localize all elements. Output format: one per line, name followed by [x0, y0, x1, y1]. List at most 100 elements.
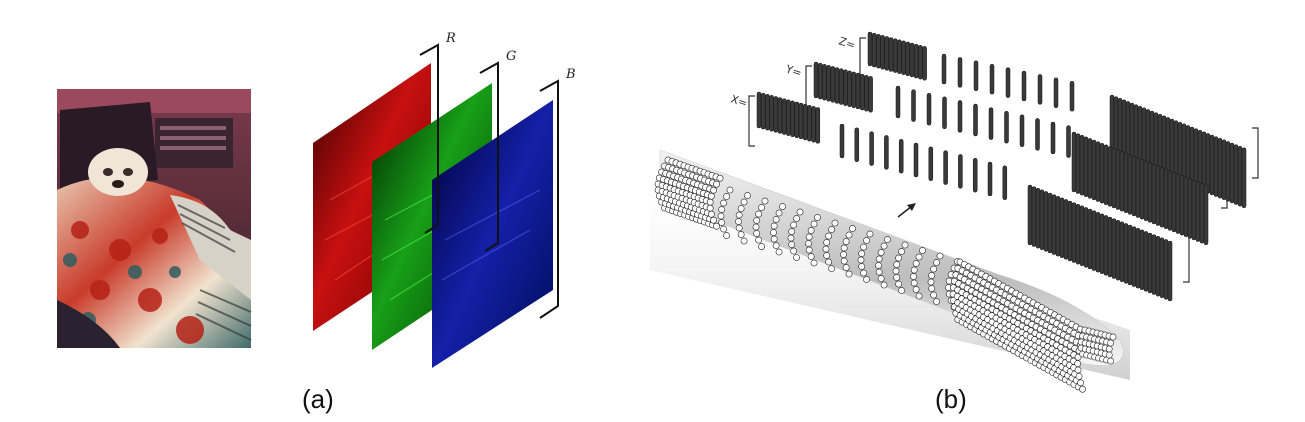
matrix-columns: [756, 31, 1247, 302]
g-bracket: [479, 61, 499, 252]
matrix-column: [1159, 166, 1165, 228]
matrix-column: [1035, 118, 1040, 151]
matrix-column: [1079, 205, 1085, 267]
matrix-column: [1179, 174, 1185, 236]
matrix-column: [1193, 128, 1199, 189]
matrix-column: [1141, 107, 1147, 169]
matrix-column: [973, 103, 978, 137]
matrix-column: [1113, 96, 1119, 157]
matrix-column: [1127, 154, 1133, 215]
tube-ring-column: [857, 230, 874, 283]
matrix-column: [913, 43, 919, 79]
matrix-column: [1050, 121, 1056, 155]
matrix-column: [1111, 147, 1117, 209]
matrix-column: [1021, 70, 1027, 102]
matrix-column: [1233, 144, 1239, 205]
matrix-column: [1083, 136, 1089, 198]
tube-ring-column: [706, 174, 724, 230]
matrix-column: [1127, 224, 1133, 286]
y-matrix-label: Y=: [783, 62, 803, 80]
matrix-column: [1163, 239, 1169, 300]
matrix-column: [1031, 186, 1037, 247]
matrix-column: [1027, 184, 1033, 246]
matrix-column: [765, 93, 770, 131]
channel-label-g: G: [506, 49, 516, 64]
matrix-column: [1199, 182, 1205, 244]
matrix-column: [1229, 142, 1235, 204]
matrix-column: [1091, 139, 1097, 201]
matrix-column: [773, 96, 779, 133]
matrix-column: [769, 95, 774, 132]
matrix-column: [1119, 221, 1125, 283]
matrix-column: [988, 107, 994, 140]
direction-arrow: [897, 203, 916, 218]
matrix-column: [1071, 202, 1077, 263]
matrix-column: [897, 39, 902, 74]
matrix-column: [839, 123, 845, 159]
matrix-column: [1091, 210, 1097, 271]
matrix-column: [1079, 134, 1085, 196]
matrix-column: [1135, 157, 1141, 218]
matrix-column: [794, 101, 800, 139]
matrix-column: [1043, 191, 1049, 252]
matrix-column: [1087, 208, 1093, 270]
matrix-column: [813, 61, 819, 99]
matrix-column: [1075, 203, 1081, 265]
matrix-column: [1095, 141, 1101, 202]
tube-ring-columns: [654, 156, 1117, 393]
matrix-column: [1047, 192, 1053, 254]
tube-ring-column: [892, 241, 909, 294]
matrix-column: [957, 57, 963, 88]
matrix-column: [855, 72, 861, 110]
matrix-column: [1203, 184, 1209, 246]
matrix-column: [1167, 170, 1173, 231]
matrix-column: [1217, 137, 1223, 199]
matrix-column: [1123, 152, 1129, 214]
matrix-column: [807, 104, 812, 142]
matrix-column: [1195, 181, 1201, 242]
matrix-column: [957, 100, 963, 133]
matrix-column: [1177, 121, 1183, 183]
matrix-column: [892, 38, 898, 73]
matrix-column: [1131, 155, 1137, 217]
x-matrix-right-bracket: [1183, 231, 1190, 283]
matrix-column: [901, 40, 906, 76]
matrix-column: [1069, 80, 1075, 112]
matrix-column: [790, 100, 795, 138]
matrix-column: [1083, 207, 1089, 268]
matrix-column: [1071, 131, 1077, 193]
r-bracket: [419, 43, 439, 234]
blue-channel-plane: [432, 100, 553, 368]
tube-ring-column: [717, 186, 734, 239]
matrix-column: [1004, 110, 1009, 144]
tube-ring-column: [735, 192, 751, 245]
matrix-column: [1095, 211, 1101, 273]
matrix-column: [871, 32, 877, 68]
matrix-column: [1181, 123, 1187, 185]
matrix-column: [1147, 162, 1153, 223]
matrix-column: [1087, 138, 1093, 199]
matrix-column: [1189, 126, 1195, 188]
caption-b: (b): [935, 384, 967, 414]
matrix-column: [1123, 223, 1129, 284]
tube-ring-column: [1014, 294, 1028, 359]
tube-ring-column: [1089, 329, 1101, 361]
matrix-column: [859, 73, 865, 111]
matrix-column: [1161, 115, 1167, 177]
matrix-column: [1002, 165, 1008, 201]
matrix-column: [1055, 195, 1061, 257]
matrix-column: [1151, 234, 1157, 295]
matrix-column: [1209, 134, 1215, 196]
matrix-column: [756, 91, 762, 129]
matrix-column: [1205, 133, 1211, 194]
tube-ring-column: [975, 272, 990, 338]
x-matrix-label: X=: [729, 92, 749, 110]
tube-ring-column: [875, 236, 891, 289]
tube-ring-column: [670, 162, 688, 217]
matrix-column: [1133, 104, 1139, 165]
matrix-column: [1197, 129, 1203, 191]
matrix-column: [1019, 114, 1025, 148]
matrix-column: [843, 69, 848, 106]
tube-ring-column: [805, 214, 821, 267]
matrix-column: [1145, 109, 1151, 170]
